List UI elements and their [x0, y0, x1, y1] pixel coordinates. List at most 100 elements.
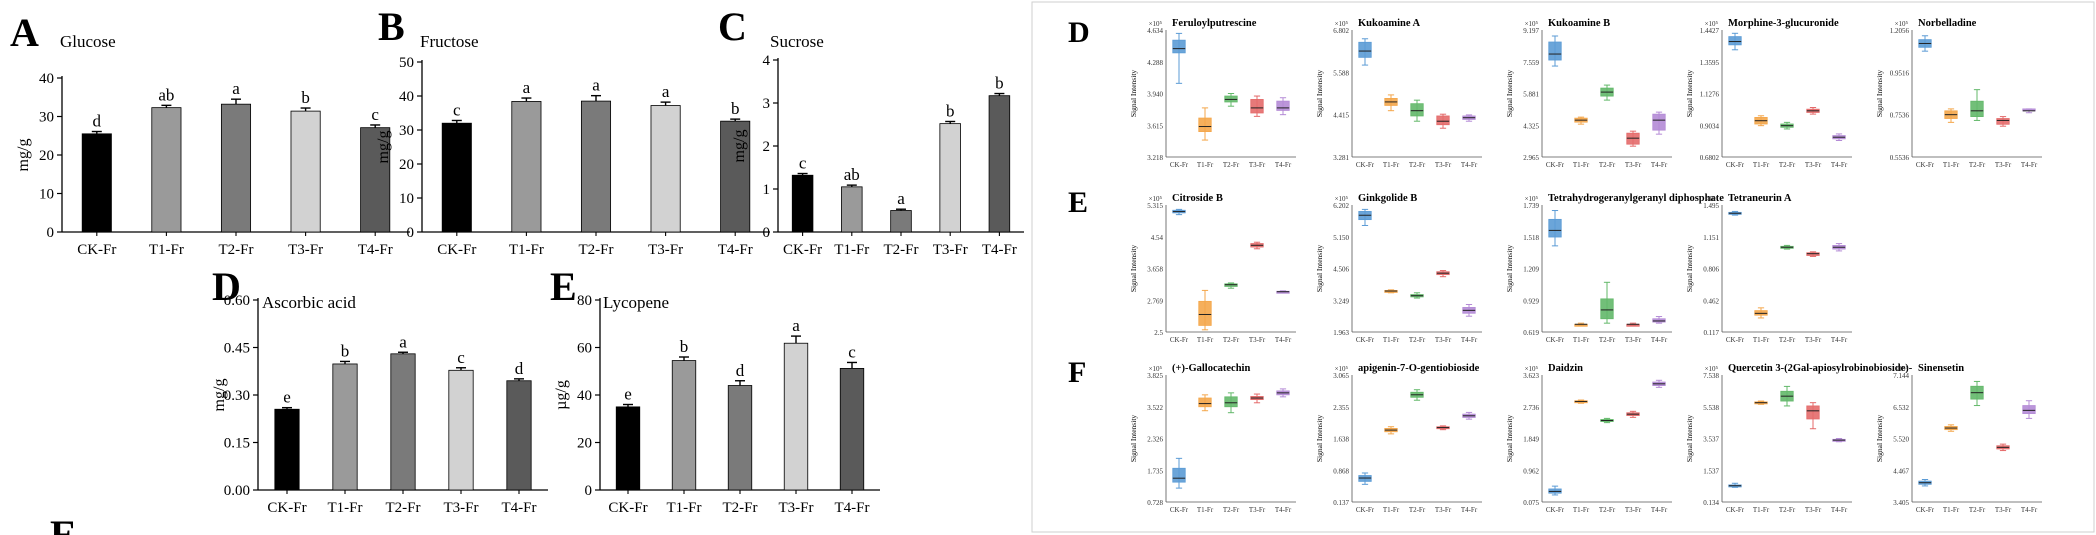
box-quercetin: Quercetin 3-(2Gal-apiosylrobinobioside)-…	[1685, 363, 1913, 514]
y-tick-label: 4.54	[1151, 234, 1164, 242]
chart-title: Lycopene	[603, 293, 669, 312]
y-tick-label: 0.962	[1523, 467, 1539, 475]
x-tick-label: CK-Fr	[1726, 506, 1745, 514]
y-tick-label: 30	[39, 110, 54, 126]
x-tick-label: T2-Fr	[1223, 161, 1240, 169]
x-tick-label: T4-Fr	[502, 500, 537, 516]
y-tick-label: 0.728	[1147, 499, 1163, 507]
y-tick-label: 2.326	[1147, 436, 1163, 444]
significance-letter: c	[799, 154, 807, 173]
significance-letter: c	[453, 100, 461, 119]
box	[1806, 405, 1820, 420]
panel-letter-a: A	[10, 10, 39, 55]
x-tick-label: T2-Fr	[1223, 336, 1240, 344]
x-tick-label: T3-Fr	[1435, 506, 1452, 514]
x-tick-label: T2-Fr	[723, 500, 758, 516]
y-tick-label: 0.462	[1703, 297, 1719, 305]
x-tick-label: T1-Fr	[1383, 506, 1400, 514]
x-tick-label: T3-Fr	[1995, 161, 2012, 169]
bar	[220, 103, 252, 233]
significance-letter: a	[523, 78, 531, 97]
y-tick-label: 20	[399, 157, 414, 173]
panel-letter-d-right: D	[1068, 16, 1090, 49]
box	[1198, 117, 1212, 133]
bar-chart-lycopene: E Lycopene 0 20 40 60 80 µg/g e CK-Fr b T1-Fr d T2-Fr…	[550, 264, 880, 516]
significance-letter: b	[731, 99, 740, 118]
x-tick-label: T2-Fr	[1409, 336, 1426, 344]
panel-letter-f-right: F	[1068, 356, 1086, 389]
x-tick-label: T3-Fr	[1435, 336, 1452, 344]
x-tick-label: T4-Fr	[1275, 161, 1292, 169]
significance-letter: c	[457, 348, 465, 367]
x-tick-label: CK-Fr	[1546, 161, 1565, 169]
x-tick-label: T1-Fr	[667, 500, 702, 516]
y-tick-label: 0	[47, 225, 55, 241]
box	[1198, 300, 1212, 326]
y-tick-label: 4.506	[1333, 266, 1349, 274]
panel-letter-b: B	[378, 4, 405, 49]
axis-exponent: ×10⁵	[1335, 365, 1349, 373]
significance-letter: a	[662, 82, 670, 101]
x-tick-label: T1-Fr	[1573, 506, 1590, 514]
box-feruloylputrescine: Feruloylputrescine ×10⁵ Signal Intensity 3.…	[1129, 18, 1296, 169]
y-tick-label: 5.520	[1893, 436, 1909, 444]
panel-letter-e-cropped: E	[50, 512, 77, 535]
x-tick-label: T3-Fr	[1995, 506, 2012, 514]
x-tick-label: T2-Fr	[1969, 506, 1986, 514]
x-tick-label: T4-Fr	[1461, 336, 1478, 344]
x-tick-label: T4-Fr	[1461, 506, 1478, 514]
x-tick-label: T4-Fr	[1275, 506, 1292, 514]
box-title: (+)-Gallocatechin	[1172, 363, 1250, 374]
y-tick-label: 0.7536	[1890, 112, 1910, 120]
x-tick-label: T3-Fr	[648, 242, 683, 258]
bar	[939, 123, 961, 233]
box-title: Daidzin	[1548, 363, 1583, 374]
y-axis-label: Signal Intensity	[1685, 415, 1694, 463]
bar-chart-ascorbic-acid: D Ascorbic acid 0.00 0.15 0.30 0.45 0.60 mg/g e C…	[211, 264, 548, 516]
y-tick-label: 1.151	[1703, 234, 1719, 242]
y-axis-label: mg/g	[731, 130, 748, 163]
box	[1970, 100, 1984, 117]
y-tick-label: 0.15	[224, 436, 250, 452]
x-tick-label: T1-Fr	[834, 242, 869, 258]
y-tick-label: 0.117	[1704, 329, 1720, 337]
y-tick-label: 3.281	[1333, 154, 1349, 162]
box	[1548, 218, 1562, 238]
box-sinensetin: Sinensetin ×10⁵ Signal Intensity 3.405 4.467…	[1875, 363, 2042, 514]
box	[2022, 405, 2036, 414]
box-title: Ginkgolide B	[1358, 193, 1417, 204]
x-tick-label: T1-Fr	[1573, 336, 1590, 344]
y-tick-label: 2.769	[1147, 297, 1163, 305]
y-tick-label: 0.619	[1523, 329, 1539, 337]
y-tick-label: 0.137	[1333, 499, 1349, 507]
x-tick-label: T4-Fr	[2021, 506, 2038, 514]
x-tick-label: T3-Fr	[444, 500, 479, 516]
bar	[580, 100, 612, 233]
y-tick-label: 40	[399, 89, 414, 105]
y-axis-label: Signal Intensity	[1505, 415, 1514, 463]
x-tick-label: CK-Fr	[1916, 161, 1935, 169]
significance-letter: a	[897, 189, 905, 208]
y-tick-label: 1.1276	[1700, 91, 1720, 99]
box-norbelladine: Norbelladine ×10⁵ Signal Intensity 0.5536 0.…	[1875, 18, 2042, 169]
significance-letter: d	[515, 359, 524, 378]
y-tick-label: 5.881	[1523, 91, 1539, 99]
x-tick-label: T4-Fr	[1461, 161, 1478, 169]
x-tick-label: T4-Fr	[1651, 161, 1668, 169]
bar	[448, 369, 474, 491]
box-title: apigenin-7-O-gentiobioside	[1358, 363, 1480, 374]
y-axis-label: mg/g	[375, 131, 392, 164]
bar	[839, 367, 865, 491]
y-tick-label: 40	[39, 71, 54, 87]
y-tick-label: 30	[399, 123, 414, 139]
y-tick-label: 3.623	[1523, 372, 1539, 380]
box	[1996, 118, 2010, 125]
y-axis-label: mg/g	[15, 139, 32, 172]
box	[1358, 41, 1372, 58]
y-tick-label: 0.9516	[1890, 69, 1910, 77]
bar	[671, 360, 697, 491]
box-title: Citroside B	[1172, 193, 1223, 204]
bar	[650, 105, 681, 233]
y-axis-label: Signal Intensity	[1875, 70, 1884, 118]
